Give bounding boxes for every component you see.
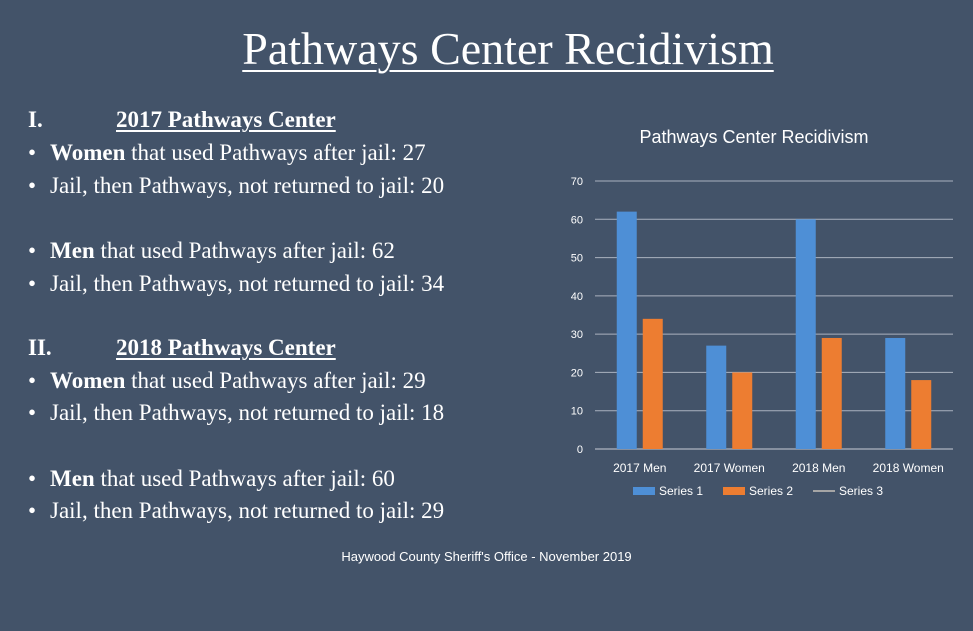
section-numeral: I. — [28, 107, 43, 132]
bullet-icon: • — [28, 238, 37, 263]
legend-label: Series 3 — [839, 484, 883, 498]
y-tick-label: 40 — [571, 291, 583, 303]
bars — [616, 211, 932, 449]
item-text: that used Pathways after jail: 27 — [125, 140, 426, 165]
y-tick-label: 30 — [571, 329, 583, 341]
x-tick-label: 2017 Women — [694, 461, 765, 475]
bar-series-1 — [885, 337, 906, 449]
list-item: • Men that used Pathways after jail: 62 — [28, 238, 395, 264]
chart-title: Pathways Center Recidivism — [639, 127, 868, 147]
bar-series-1 — [616, 211, 637, 449]
footer-credit: Haywood County Sheriff's Office - Novemb… — [341, 549, 632, 564]
bullet-icon: • — [28, 400, 37, 425]
list-item: • Jail, then Pathways, not returned to ja… — [28, 173, 444, 199]
item-text: Jail, then Pathways, not returned to jai… — [50, 498, 445, 523]
page-title: Pathways Center Recidivism — [242, 23, 774, 74]
section-heading-text: 2017 Pathways Center — [116, 107, 336, 132]
bar-series-1 — [706, 345, 727, 449]
item-text: Jail, then Pathways, not returned to jai… — [50, 173, 445, 198]
section-heading-2018: II. 2018 Pathways Center — [28, 335, 336, 361]
y-tick-label: 10 — [571, 406, 583, 418]
y-tick-label: 50 — [571, 253, 583, 265]
bar-series-1 — [795, 219, 816, 449]
y-tick-label: 70 — [571, 176, 583, 188]
bar-series-2 — [821, 337, 842, 449]
item-text: Jail, then Pathways, not returned to jai… — [50, 271, 445, 296]
section-numeral: II. — [28, 335, 52, 360]
bullet-icon: • — [28, 466, 37, 491]
legend-label: Series 2 — [749, 484, 793, 498]
bullet-icon: • — [28, 368, 37, 393]
x-tick-label: 2017 Men — [613, 461, 666, 475]
item-text: that used Pathways after jail: 29 — [125, 368, 426, 393]
recidivism-chart: Pathways Center Recidivism 0 10 20 30 40 50 60… — [555, 115, 965, 510]
y-tick-label: 0 — [577, 444, 583, 456]
y-tick-label: 20 — [571, 367, 583, 379]
section-heading-text: 2018 Pathways Center — [116, 335, 336, 360]
bold-term: Women — [50, 140, 126, 165]
list-item: • Jail, then Pathways, not returned to ja… — [28, 400, 444, 426]
bullet-icon: • — [28, 498, 37, 523]
y-tick-label: 60 — [571, 214, 583, 226]
list-item: • Men that used Pathways after jail: 60 — [28, 466, 395, 492]
item-text: that used Pathways after jail: 62 — [94, 238, 395, 263]
x-tick-label: 2018 Men — [792, 461, 845, 475]
x-tick-label: 2018 Women — [873, 461, 944, 475]
legend: Series 1 Series 2 Series 3 — [633, 484, 883, 498]
bar-series-2 — [732, 372, 753, 449]
list-item: • Jail, then Pathways, not returned to ja… — [28, 271, 444, 297]
list-item: • Women that used Pathways after jail: 29 — [28, 368, 426, 394]
bold-term: Men — [50, 466, 95, 491]
x-axis: 2017 Men 2017 Women 2018 Men 2018 Women — [613, 461, 944, 475]
legend-label: Series 1 — [659, 484, 703, 498]
list-item: • Jail, then Pathways, not returned to ja… — [28, 498, 444, 524]
legend-swatch — [633, 487, 655, 495]
bar-series-2 — [911, 380, 932, 449]
bullet-icon: • — [28, 271, 37, 296]
section-heading-2017: I. 2017 Pathways Center — [28, 107, 336, 133]
bar-series-2 — [642, 318, 663, 449]
bullet-icon: • — [28, 140, 37, 165]
bullet-icon: • — [28, 173, 37, 198]
bold-term: Men — [50, 238, 95, 263]
bold-term: Women — [50, 368, 126, 393]
item-text: Jail, then Pathways, not returned to jai… — [50, 400, 445, 425]
item-text: that used Pathways after jail: 60 — [94, 466, 395, 491]
y-axis: 0 10 20 30 40 50 60 70 — [571, 176, 583, 456]
legend-swatch — [723, 487, 745, 495]
chart-svg: Pathways Center Recidivism 0 10 20 30 40 50 60… — [571, 127, 953, 498]
list-item: • Women that used Pathways after jail: 27 — [28, 140, 426, 166]
